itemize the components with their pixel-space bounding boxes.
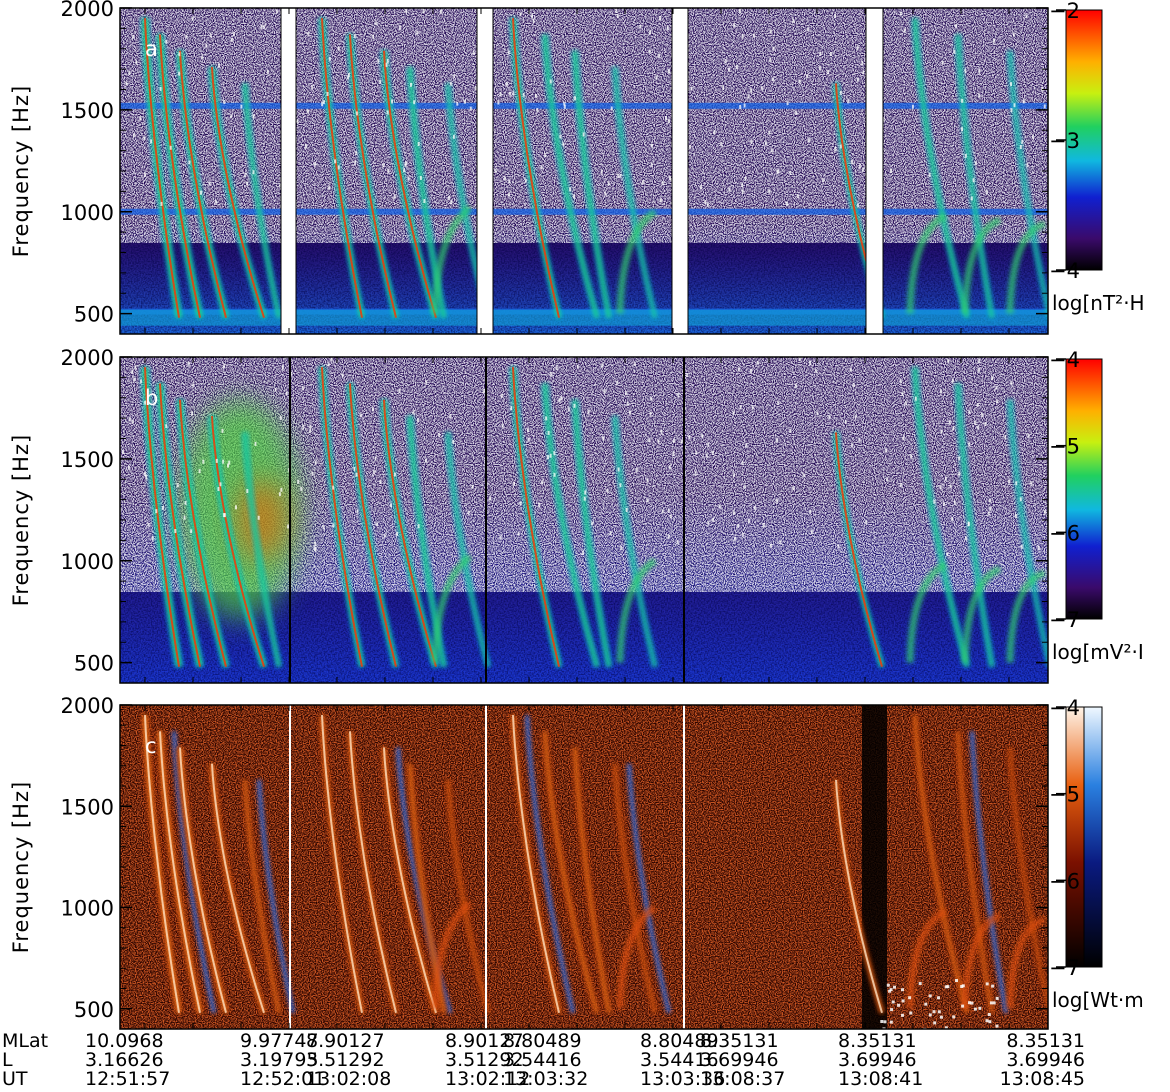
hook-trace: [1006, 569, 1047, 663]
footer-value: 3.51292: [306, 1049, 385, 1071]
y-tick-label: 500: [74, 652, 114, 676]
panel-label: a: [145, 37, 158, 61]
footer-value: 13:03:36: [640, 1068, 725, 1090]
data-gap: [477, 8, 493, 334]
hook-trace: [906, 561, 947, 663]
colorbar-a: −2 −3 −4 log[nT²·H: [1049, 0, 1145, 315]
colorbar-tick-label: −6: [1049, 869, 1080, 893]
colorbar-tick-label: −4: [1049, 348, 1080, 372]
footer-value: 12:51:57: [85, 1068, 170, 1090]
y-tick-label: 1500: [61, 99, 114, 123]
footer-row-label: L: [2, 1049, 13, 1071]
y-tick-label: 1500: [61, 795, 114, 819]
colorbar-tick-label: −4: [1049, 259, 1080, 283]
colorbar-tick-label: −2: [1049, 0, 1080, 23]
colorbar-label: log[Wt·m: [1052, 988, 1144, 1012]
colorbar-tick-label: −7: [1049, 608, 1080, 632]
y-tick-label: 1000: [61, 201, 114, 225]
hook-trace: [431, 204, 473, 314]
panel-c-image: [120, 705, 1048, 1029]
footer-value: 13:02:12: [445, 1068, 530, 1090]
panel-label: b: [145, 386, 158, 410]
hook-trace: [961, 565, 1002, 663]
panel-b: 500 1000 1500 2000 Frequency [Hz] b −4 −5 −6 −7 lo…: [9, 346, 1144, 684]
colorbar-tick-label: −7: [1049, 956, 1080, 980]
y-tick-label: 1500: [61, 448, 114, 472]
y-tick-label: 500: [74, 998, 114, 1022]
footer-value: 8.80489: [503, 1030, 582, 1052]
footer-value: 13:08:37: [700, 1068, 785, 1090]
colorbar-c: −4 −5 −6 −7 log[Wt·m: [1049, 696, 1144, 1012]
footer-value: 8.90127: [306, 1030, 385, 1052]
footer-value: 13:08:45: [1000, 1068, 1085, 1090]
footer-value: 3.16626: [85, 1049, 164, 1071]
footer-value: 3.51292: [445, 1049, 524, 1071]
footer-value: 10.0968: [85, 1030, 164, 1052]
footer-value: 3.69946: [838, 1049, 917, 1071]
footer-value: 13:03:32: [503, 1068, 588, 1090]
panel-c: 500 1000 1500 2000 Frequency [Hz] c −4 −5 −6 −7 lo…: [9, 694, 1144, 1030]
panel-b-image: [120, 357, 1048, 683]
footer-row-label: UT: [2, 1068, 28, 1090]
data-gap: [672, 8, 688, 334]
y-axis-title: Frequency [Hz]: [9, 434, 33, 606]
panel-a-image: [120, 8, 1048, 334]
footer-value: 13:02:08: [306, 1068, 391, 1090]
footer-value: 3.69946: [1006, 1049, 1085, 1071]
footer-value: 9.97747: [240, 1030, 319, 1052]
y-tick-label: 1000: [61, 550, 114, 574]
y-tick-label: 2000: [61, 694, 114, 718]
footer-value: 3.69946: [700, 1049, 779, 1071]
y-tick-label: 2000: [61, 0, 114, 21]
hook-trace: [961, 216, 1002, 314]
colorbar-tick-label: −5: [1049, 783, 1080, 807]
colorbar-tick-label: −3: [1049, 129, 1080, 153]
y-tick-label: 2000: [61, 346, 114, 370]
colorbar-label: log[nT²·H: [1052, 291, 1145, 315]
footer-row-label: MLat: [2, 1030, 48, 1052]
hook-trace: [961, 912, 1002, 1009]
hook-trace: [616, 208, 658, 314]
hook-trace: [1006, 220, 1047, 314]
hook-trace: [906, 212, 947, 314]
y-axis-title: Frequency [Hz]: [9, 85, 33, 257]
footer-value: 8.35131: [838, 1030, 917, 1052]
hook-trace: [431, 900, 473, 1009]
footer-value: 8.35131: [700, 1030, 779, 1052]
hook-trace: [616, 557, 658, 663]
hook-trace: [906, 908, 947, 1009]
footer-value: 8.80489: [640, 1030, 719, 1052]
footer-value: 3.19795: [240, 1049, 319, 1071]
footer-value: 12:52:01: [240, 1068, 325, 1090]
hook-trace: [616, 904, 657, 1009]
y-axis-title: Frequency [Hz]: [9, 781, 33, 953]
footer-value: 13:08:41: [838, 1068, 923, 1090]
colorbar-b: −4 −5 −6 −7 log[mV²·I: [1049, 348, 1144, 664]
colorbar-label: log[mV²·I: [1052, 640, 1144, 664]
y-tick-label: 500: [74, 303, 114, 327]
footer-value: 3.54416: [503, 1049, 582, 1071]
footer-value: 8.90127: [445, 1030, 524, 1052]
footer-value: 3.54416: [640, 1049, 719, 1071]
hook-trace: [431, 553, 473, 663]
colorbar-tick-label: −6: [1049, 521, 1080, 545]
data-gap: [281, 8, 296, 334]
data-gap: [866, 8, 883, 334]
footer-value: 8.35131: [1006, 1030, 1085, 1052]
colorbar-tick-label: −4: [1049, 696, 1080, 720]
panel-a: 500 1000 1500 2000 Frequency [Hz] a −2 −3 −4 log[…: [9, 0, 1145, 335]
panel-label: c: [145, 734, 157, 758]
y-tick-label: 1000: [61, 897, 114, 921]
hook-trace: [1006, 916, 1047, 1009]
colorbar-tick-label: −5: [1049, 435, 1080, 459]
